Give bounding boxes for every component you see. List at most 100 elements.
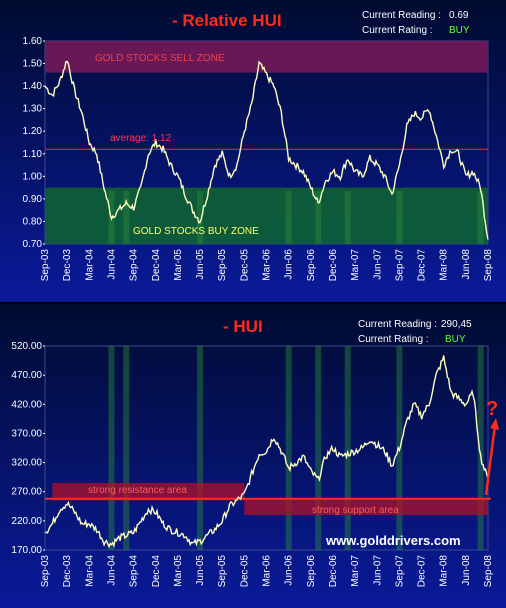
x-tick-label: Dec-04 [151,249,162,282]
chart2-arrow-head-icon [490,418,499,430]
x-tick-label: Mar-05 [173,555,184,587]
chart2-resistance-label: strong resistance area [88,485,187,496]
y-tick-label: 270.00 [11,487,42,498]
x-tick-label: Sep-07 [394,249,405,282]
chart2-rating-label: Current Rating : [358,334,429,345]
chart2-support-label: strong support area [312,505,399,516]
y-tick-label: 1.60 [23,36,43,47]
x-tick-label: Mar-04 [84,555,95,587]
chart2-reading-value: 290,45 [441,319,472,330]
highlight-bar [315,191,322,244]
x-tick-label: Sep-03 [40,249,51,282]
chart1-title: - Relative HUI [172,11,282,30]
chart1-x-axis: Sep-03 Dec-03 Mar-04 Jun-04 Sep-04 Dec-04 Mar-… [40,249,494,282]
chart1-average-label: average: 1.12 [110,133,172,144]
x-tick-label: Jun-06 [284,555,295,586]
x-tick-label: Mar-08 [439,249,450,281]
highlight-bar [477,346,484,550]
buy-zone-band [45,187,488,244]
highlight-bar [197,346,204,550]
chart2-reading-label: Current Reading : [358,319,437,330]
x-tick-label: Jun-05 [195,555,206,586]
highlight-bar [344,191,351,244]
y-tick-label: 370.00 [11,428,42,439]
relative-hui-chart: - Relative HUI Current Reading : 0.69 Cu… [0,0,506,302]
chart2-y-axis: 520.00 470.00 420.00 370.00 320.00 270.00 220.… [11,341,45,556]
resistance-band [52,482,245,501]
x-tick-label: Dec-04 [151,555,162,588]
chart2-background [0,304,506,608]
x-tick-label: Sep-04 [129,249,140,282]
y-tick-label: 1.10 [23,149,43,160]
x-tick-label: Mar-07 [350,555,361,587]
chart1-sell-zone-label: GOLD STOCKS SELL ZONE [95,53,225,64]
highlight-bar [285,191,292,244]
x-tick-label: Sep-06 [306,555,317,588]
plot-frame [44,345,489,551]
x-tick-label: Sep-05 [217,249,228,282]
x-tick-label: Sep-03 [40,555,51,588]
chart2-site-label: www.golddrivers.com [325,533,461,548]
hui-chart: - HUI Current Reading : 290,45 Current R… [0,304,506,608]
series-line [44,355,489,549]
x-tick-label: Sep-08 [483,249,494,282]
x-tick-label: Sep-07 [394,555,405,588]
y-tick-label: 470.00 [11,370,42,381]
highlight-bar [197,191,204,244]
chart2-title: - HUI [223,317,263,336]
x-tick-label: Dec-05 [239,249,250,282]
x-tick-label: Jun-08 [461,249,472,280]
chart1-reading-label: Current Reading : [362,10,441,21]
y-tick-label: 0.80 [23,216,43,227]
highlight-bar [108,346,115,550]
chart2-rating-value: BUY [445,334,466,345]
highlight-bar [315,346,322,550]
x-tick-label: Jun-07 [372,555,383,586]
highlight-bar [477,191,484,244]
x-tick-label: Sep-08 [483,555,494,588]
x-tick-label: Mar-05 [173,249,184,281]
y-tick-label: 1.20 [23,126,43,137]
x-tick-label: Sep-05 [217,555,228,588]
x-tick-label: Dec-03 [62,249,73,282]
chart1-reading-value: 0.69 [449,10,469,21]
chart1-rating-label: Current Rating : [362,25,433,36]
highlight-bar [123,191,130,244]
y-tick-label: 1.30 [23,104,43,115]
highlight-bar [285,346,292,550]
x-tick-label: Jun-06 [284,249,295,280]
x-tick-label: Dec-06 [328,555,339,588]
x-tick-label: Mar-04 [84,249,95,281]
series-line [44,60,489,240]
x-tick-label: Sep-04 [129,555,140,588]
x-tick-label: Jun-08 [461,555,472,586]
x-tick-label: Dec-07 [417,249,428,282]
x-tick-label: Jun-04 [106,555,117,586]
chart2-question-mark: ? [486,398,498,420]
support-band [244,498,488,516]
y-tick-label: 420.00 [11,399,42,410]
chart2-plot-area [44,345,491,551]
chart1-rating-value: BUY [449,25,470,36]
x-tick-label: Jun-05 [195,249,206,280]
x-tick-label: Dec-06 [328,249,339,282]
x-tick-label: Dec-03 [62,555,73,588]
y-tick-label: 1.00 [23,171,43,182]
y-tick-label: 1.40 [23,81,43,92]
x-tick-label: Dec-07 [417,555,428,588]
chart1-plot-area [44,40,489,245]
y-tick-label: 1.50 [23,59,43,70]
y-tick-label: 320.00 [11,458,42,469]
x-tick-label: Mar-08 [439,555,450,587]
sell-zone-band [45,41,488,73]
y-tick-label: 220.00 [11,516,42,527]
highlight-bar [396,191,403,244]
y-tick-label: 520.00 [11,341,42,352]
highlight-bar [123,346,130,550]
y-tick-label: 0.70 [23,239,43,250]
x-tick-label: Jun-07 [372,249,383,280]
y-tick-label: 170.00 [11,545,42,556]
y-tick-label: 0.90 [23,194,43,205]
chart2-up-arrow-icon [484,424,497,496]
